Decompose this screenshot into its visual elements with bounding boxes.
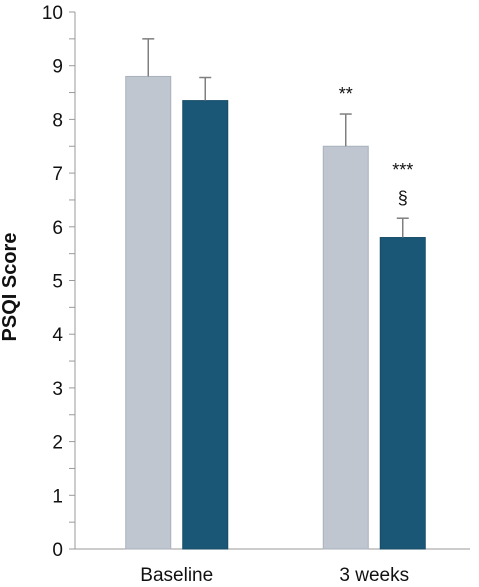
y-axis-title: PSQI Score: [0, 233, 21, 342]
y-tick-label: 4: [52, 325, 63, 346]
y-tick-label: 1: [52, 486, 63, 507]
y-tick-label: 3: [52, 379, 63, 400]
bar-baseline-series-2: [182, 100, 229, 550]
bar-baseline-series-1: [125, 75, 172, 550]
y-tick-label: 6: [52, 218, 63, 239]
y-tick-label: 7: [52, 164, 63, 185]
significance-marker: ***: [392, 160, 413, 180]
y-tick-label: 2: [52, 433, 63, 454]
significance-marker: **: [339, 84, 353, 104]
y-tick-label: 5: [52, 272, 63, 293]
text-layer: PSQI Score 0 1 2 3 4 5 6 7 8 9 10 Baseline 3 weeks **…: [0, 3, 413, 586]
y-tick-label: 0: [52, 540, 63, 561]
bars-layer: [125, 75, 426, 550]
y-tick-label: 9: [52, 57, 63, 78]
bar-3-weeks-series-1: [322, 145, 369, 550]
y-tick-label: 10: [42, 3, 63, 24]
x-category-label: 3 weeks: [339, 565, 409, 586]
y-tick-label: 8: [52, 110, 63, 131]
bar-3-weeks-series-2: [379, 237, 426, 550]
significance-marker: §: [398, 188, 408, 208]
x-category-label: Baseline: [140, 565, 213, 586]
error-bars-layer: [142, 38, 409, 238]
